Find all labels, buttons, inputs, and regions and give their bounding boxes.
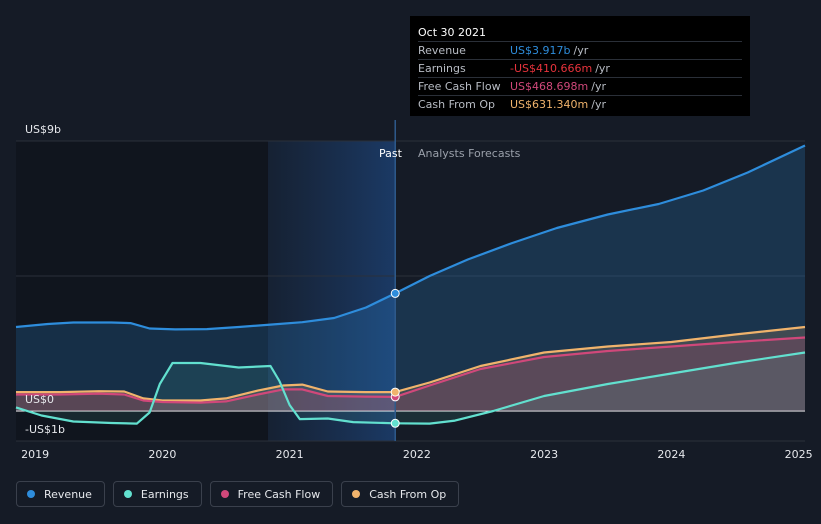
free-cash-flow-line (16, 336, 806, 404)
tooltip-row-free-cash-flow: Free Cash Flow US$468.698m /yr (418, 77, 742, 95)
x-tick-label-2021: 2021 (276, 448, 304, 461)
earnings-highlight-point (390, 418, 400, 428)
tooltip-value: -US$410.666m (510, 62, 593, 75)
earnings-dot-icon (123, 490, 132, 498)
legend: Revenue Earnings Free Cash Flow Cash Fro… (16, 481, 460, 509)
tooltip-row-revenue: Revenue US$3.917b /yr (418, 41, 742, 59)
cash-from-op-dot-icon (352, 490, 361, 498)
legend-item-free-cash-flow[interactable]: Free Cash Flow (209, 481, 334, 507)
tooltip-row-cash-from-op: Cash From Op US$631.340m /yr (418, 95, 742, 113)
legend-item-revenue[interactable]: Revenue (16, 481, 105, 507)
x-tick-label-2025: 2025 (785, 448, 813, 461)
legend-label: Earnings (140, 487, 189, 501)
tooltip-label: Earnings (418, 62, 466, 75)
cash-from-op-line (16, 325, 806, 402)
legend-item-cash-from-op[interactable]: Cash From Op (341, 481, 460, 507)
x-tick-label-2023: 2023 (530, 448, 558, 461)
earnings-line (15, 351, 806, 425)
revenue-area (16, 145, 805, 411)
revenue-highlight-point (390, 288, 400, 298)
revenue-line (15, 144, 806, 331)
y-tick-label-top: US$9b (25, 123, 62, 136)
cash-from-op-area (16, 327, 805, 411)
legend-label: Revenue (44, 487, 92, 501)
tooltip-label: Revenue (418, 44, 466, 57)
legend-item-earnings[interactable]: Earnings (112, 481, 202, 507)
past-region-label: Past (379, 147, 402, 160)
x-tick-label-2019: 2019 (21, 448, 49, 461)
free-cash-flow-dot-icon (220, 490, 229, 498)
x-tick-label-2024: 2024 (657, 448, 685, 461)
legend-label: Free Cash Flow (237, 487, 321, 501)
tooltip-unit: /yr (591, 80, 606, 93)
tooltip-row-earnings: Earnings -US$410.666m /yr (418, 59, 742, 77)
revenue-dot-icon (27, 490, 35, 498)
tooltip-unit: /yr (595, 62, 610, 75)
tooltip-label: Free Cash Flow (418, 80, 501, 93)
forecast-region-label: Analysts Forecasts (418, 147, 521, 160)
tooltip: Oct 30 2021 Revenue US$3.917b /yr Earnin… (410, 16, 750, 116)
legend-label: Cash From Op (369, 487, 447, 501)
y-tick-label-zero: US$0 (25, 393, 55, 406)
tooltip-label: Cash From Op (418, 98, 496, 111)
tooltip-value: US$3.917b (510, 44, 571, 57)
tooltip-date: Oct 30 2021 (418, 26, 487, 39)
tooltip-unit: /yr (591, 98, 606, 111)
tooltip-value: US$631.340m (510, 98, 589, 111)
tooltip-unit: /yr (573, 44, 589, 57)
y-tick-label-bottom: -US$1b (25, 423, 65, 436)
cash-from-op-highlight-point (390, 387, 400, 397)
tooltip-value: US$468.698m (510, 80, 589, 93)
free-cash-flow-area (16, 337, 805, 411)
x-tick-label-2022: 2022 (403, 448, 431, 461)
x-tick-label-2020: 2020 (148, 448, 176, 461)
earnings-area (16, 352, 805, 424)
